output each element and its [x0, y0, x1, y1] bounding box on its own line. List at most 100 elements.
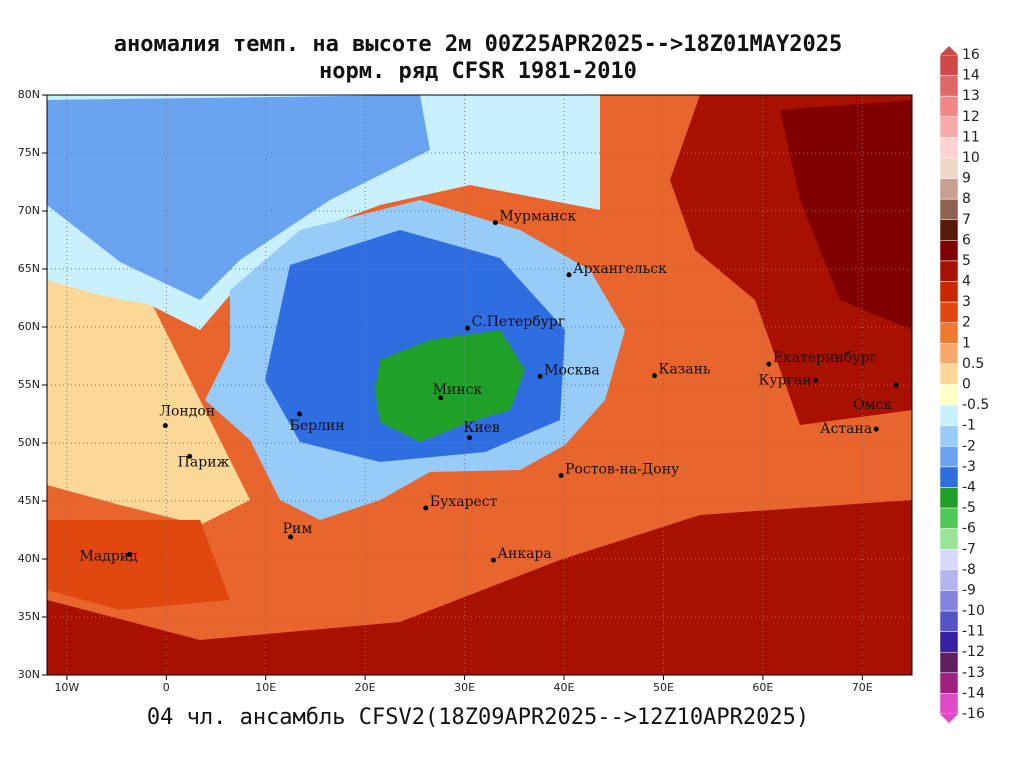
- colorbar-label: 12: [962, 109, 980, 125]
- city-label: Рим: [283, 521, 313, 537]
- colorbar-box: [939, 631, 959, 653]
- colorbar-box: [939, 487, 959, 509]
- colorbar-box: [939, 343, 959, 365]
- city-label: Ростов-на-Дону: [565, 461, 680, 477]
- colorbar-box: [939, 322, 959, 344]
- city-dot: [893, 382, 899, 388]
- colorbar-box: [939, 95, 959, 118]
- city-label: Берлин: [290, 418, 345, 434]
- city-label: Казань: [658, 362, 710, 378]
- city-dot: [492, 220, 498, 226]
- colorbar-label: -7: [962, 541, 976, 557]
- city-label: Париж: [178, 454, 230, 470]
- city-label: Киев: [464, 420, 500, 436]
- colorbar-label: -11: [962, 624, 985, 640]
- lon-label: 70E: [852, 681, 873, 694]
- lon-label: 40E: [554, 681, 575, 694]
- lat-label: 40N: [18, 552, 40, 565]
- city-dot: [467, 435, 473, 441]
- colorbar-box: [939, 384, 959, 406]
- colorbar-box: [939, 466, 959, 488]
- colorbar-label: 0: [962, 377, 971, 393]
- city-label: Екатеринбург: [773, 350, 877, 366]
- city-dot: [127, 551, 133, 557]
- city-dot: [490, 557, 496, 563]
- lat-label: 45N: [18, 494, 40, 507]
- lat-label: 60N: [18, 320, 40, 333]
- lat-label: 35N: [18, 610, 40, 623]
- colorbar-label: -6: [962, 521, 976, 537]
- colorbar-box: [939, 425, 959, 447]
- colorbar-arrow: [940, 714, 958, 723]
- colorbar-box: [939, 446, 959, 468]
- city-dot: [162, 423, 168, 429]
- colorbar: 16 14 13 12 11 10 9 8 7 6 5 4 3 2 1 0.5 0 -0.5 -1 -2 -3 -4 -5 -…: [939, 46, 989, 723]
- city-label: Бухарест: [430, 494, 498, 510]
- colorbar-box: [939, 363, 959, 385]
- colorbar-label: 11: [962, 129, 980, 145]
- colorbar-label: -0.5: [962, 397, 989, 413]
- lat-label: 70N: [18, 204, 40, 217]
- colorbar-label: 3: [962, 294, 971, 310]
- colorbar-box: [939, 260, 959, 282]
- city-dot: [873, 426, 879, 432]
- colorbar-box: [939, 198, 959, 220]
- colorbar-box: [939, 404, 959, 426]
- colorbar-label: 1: [962, 335, 971, 351]
- city-dot: [766, 361, 772, 367]
- colorbar-label: 10: [962, 150, 980, 166]
- city-dot: [297, 411, 303, 417]
- colorbar-box: [939, 651, 959, 674]
- colorbar-box: [939, 693, 959, 715]
- map-frame: [46, 94, 913, 676]
- city-dot: [438, 395, 444, 401]
- title-line: норм. ряд CFSR 1981-2010: [319, 59, 637, 84]
- colorbar-label: 2: [962, 315, 971, 331]
- lon-label: 20E: [355, 681, 376, 694]
- colorbar-label: -5: [962, 500, 976, 516]
- colorbar-box: [939, 281, 959, 303]
- city-dot: [813, 377, 819, 383]
- colorbar-label: 16: [962, 47, 980, 63]
- city-label: Анкара: [497, 546, 551, 562]
- city-dot: [566, 272, 572, 278]
- colorbar-label: -4: [962, 479, 976, 495]
- colorbar-label: -13: [962, 665, 985, 681]
- lon-label: 60E: [752, 681, 773, 694]
- colorbar-box: [939, 672, 959, 694]
- colorbar-box: [939, 240, 959, 262]
- city-label: Курган: [759, 372, 812, 388]
- colorbar-label: -1: [962, 418, 976, 434]
- city-label: Лондон: [159, 404, 215, 420]
- colorbar-box: [939, 549, 959, 571]
- colorbar-label: 9: [962, 171, 971, 187]
- colorbar-label: 8: [962, 191, 971, 207]
- colorbar-label: -12: [962, 644, 985, 660]
- city-dot: [537, 373, 543, 379]
- colorbar-label: -3: [962, 459, 976, 475]
- colorbar-label: -16: [962, 706, 985, 722]
- city-label: Москва: [544, 362, 600, 378]
- city-dot: [651, 373, 657, 379]
- colorbar-box: [939, 528, 959, 550]
- city-dot: [465, 325, 471, 331]
- graticule: 10W 0 10E 20E 30E 40E 50E 60E 70E 80N 75N 70N 65N 60N…: [18, 88, 912, 694]
- colorbar-box: [939, 157, 959, 179]
- city-dot: [187, 453, 193, 459]
- colorbar-box: [939, 137, 959, 159]
- city-label: Мурманск: [499, 209, 576, 225]
- title-line: аномалия темп. на высоте 2м 00Z25APR2025…: [114, 32, 842, 57]
- colorbar-box: [939, 569, 959, 591]
- colorbar-arrow: [940, 46, 958, 55]
- city-label: С.Петербург: [472, 314, 566, 330]
- city-dot: [423, 505, 429, 511]
- colorbar-label: 7: [962, 212, 971, 228]
- colorbar-label: -14: [962, 685, 985, 701]
- lon-label: 30E: [454, 681, 475, 694]
- colorbar-box: [939, 54, 959, 76]
- city-dot: [288, 534, 294, 540]
- colorbar-label: -8: [962, 562, 976, 578]
- colorbar-box: [939, 507, 959, 529]
- cities: Мурманск Архангельск С.Петербург Москва Каза…: [80, 209, 899, 564]
